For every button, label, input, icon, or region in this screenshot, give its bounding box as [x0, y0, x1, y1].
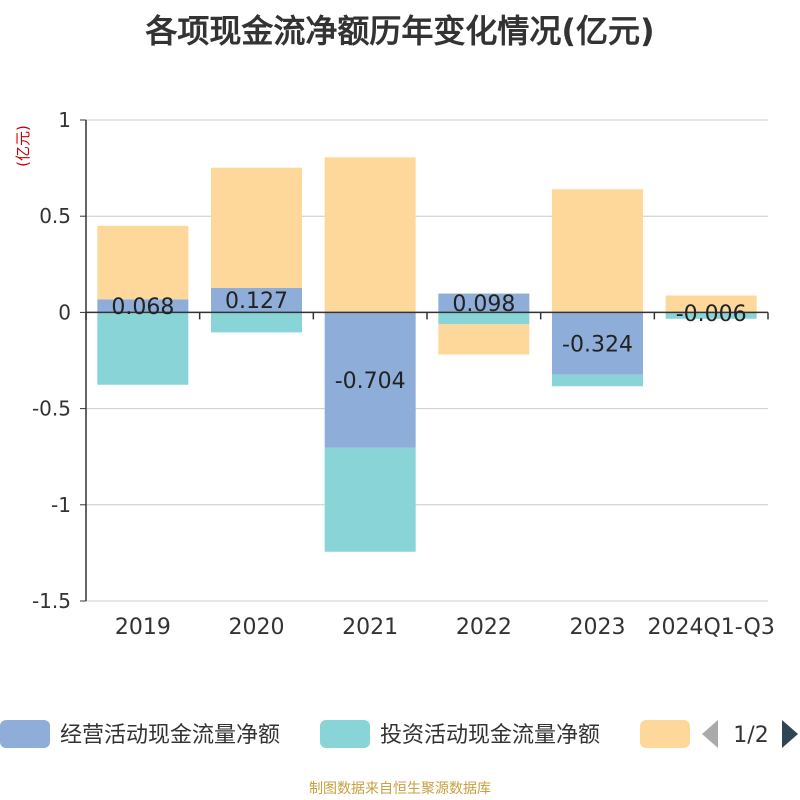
- source-note: 制图数据来自恒生聚源数据库: [309, 781, 491, 797]
- x-tick-label: 2020: [229, 615, 285, 640]
- legend-label[interactable]: 投资活动现金流量净额: [380, 723, 600, 748]
- legend-label[interactable]: 经营活动现金流量净额: [60, 723, 280, 748]
- x-tick-label: 2024Q1-Q3: [647, 615, 774, 640]
- x-tick-label: 2021: [342, 615, 398, 640]
- arrow-right-icon[interactable]: [782, 720, 798, 748]
- y-tick-label: -0.5: [32, 397, 71, 421]
- label-layer: 0.068 0.127 -0.704 0.098 -0.324 -0.006: [111, 289, 746, 394]
- bar-segment[interactable]: [211, 312, 302, 333]
- chart-title: 各项现金流净额历年变化情况(亿元): [145, 12, 655, 50]
- axis-layer: 1 0.5 0 -0.5 -1 -1.5 (亿元) 2019 2020 2021 2022 2023 2…: [14, 108, 775, 640]
- legend-swatch[interactable]: [640, 720, 690, 748]
- data-label: 0.068: [111, 295, 174, 320]
- x-tick-label: 2023: [570, 615, 626, 640]
- y-axis-title: (亿元): [14, 125, 32, 167]
- bar-segment[interactable]: [552, 189, 643, 313]
- bar-segment[interactable]: [552, 374, 643, 387]
- bar-layer: [97, 157, 757, 552]
- bar-segment[interactable]: [211, 287, 302, 313]
- data-label: 0.098: [452, 292, 515, 317]
- y-tick-label: 0.5: [39, 204, 71, 228]
- x-tick-label: 2022: [456, 615, 512, 640]
- bar-segment[interactable]: [97, 312, 189, 385]
- data-label: -0.324: [562, 333, 633, 358]
- bar-segment[interactable]: [438, 324, 530, 355]
- data-label: -0.704: [335, 369, 406, 394]
- grid-layer: [86, 119, 768, 602]
- data-label: -0.006: [676, 302, 747, 327]
- data-label: 0.127: [225, 289, 288, 314]
- bar-segment[interactable]: [324, 447, 416, 552]
- bar-segment[interactable]: [665, 295, 757, 313]
- bar-segment[interactable]: [665, 313, 757, 319]
- bar-segment[interactable]: [324, 157, 416, 313]
- legend-swatch[interactable]: [320, 720, 370, 748]
- legend: 经营活动现金流量净额 投资活动现金流量净额 1/2: [0, 720, 798, 748]
- y-tick-label: -1: [51, 493, 71, 517]
- bar-segment[interactable]: [97, 225, 189, 300]
- y-tick-label: 1: [58, 108, 71, 132]
- y-tick-label: 0: [58, 300, 71, 324]
- legend-swatch[interactable]: [0, 720, 50, 748]
- arrow-left-icon[interactable]: [702, 720, 718, 748]
- bar-segment[interactable]: [324, 312, 416, 448]
- bar-segment[interactable]: [438, 312, 530, 325]
- bar-segment[interactable]: [211, 167, 302, 288]
- bar-segment[interactable]: [97, 299, 189, 313]
- bar-segment[interactable]: [552, 312, 643, 375]
- bar-segment[interactable]: [438, 293, 530, 313]
- x-tick-label: 2019: [115, 615, 171, 640]
- y-tick-label: -1.5: [32, 589, 71, 613]
- legend-page-indicator: 1/2: [733, 723, 768, 748]
